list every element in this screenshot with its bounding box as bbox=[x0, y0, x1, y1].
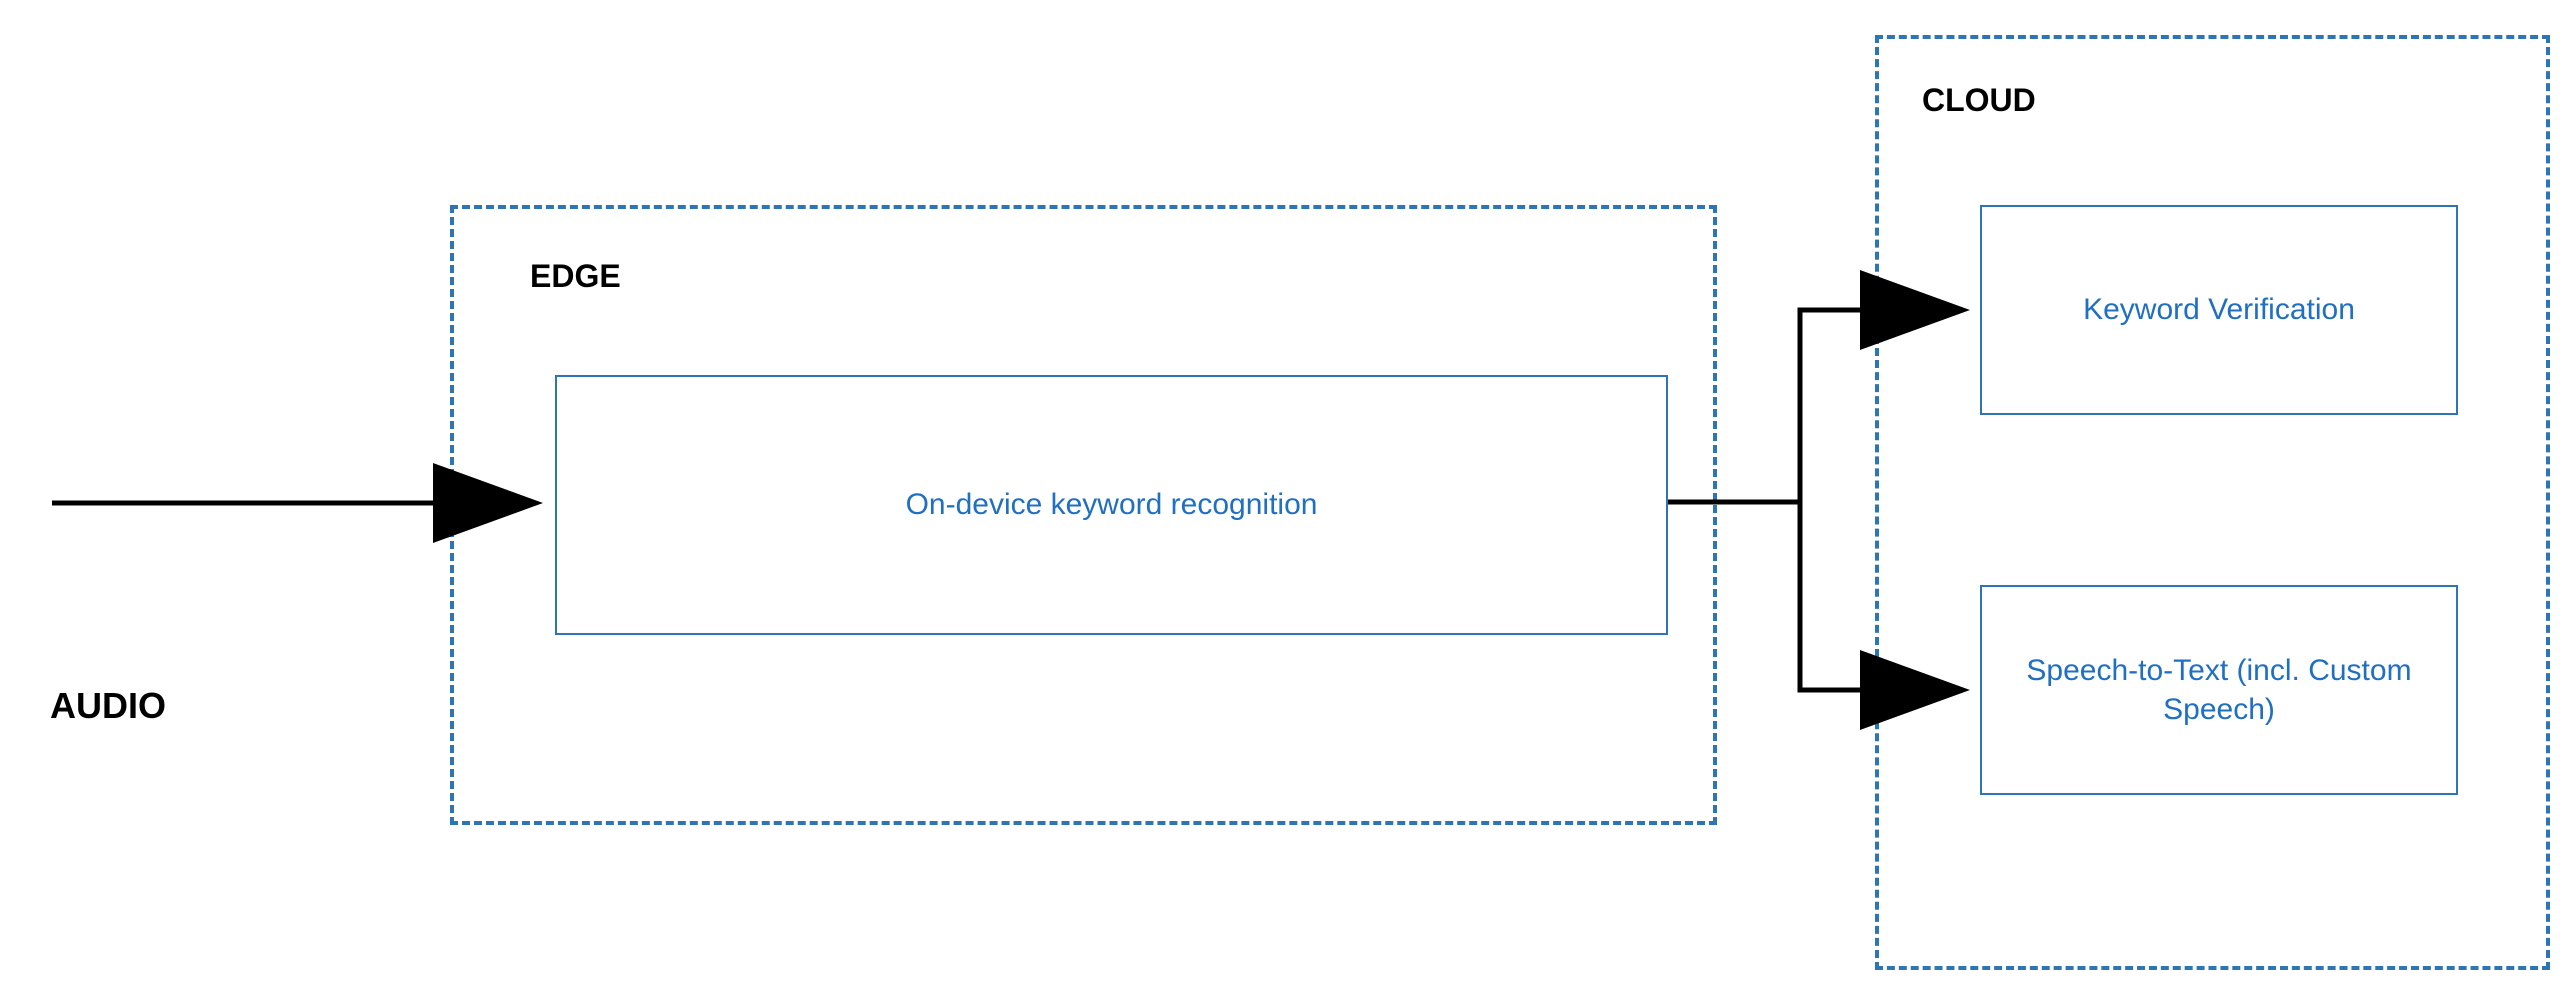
arrow-to-speech-to-text bbox=[0, 0, 2575, 983]
